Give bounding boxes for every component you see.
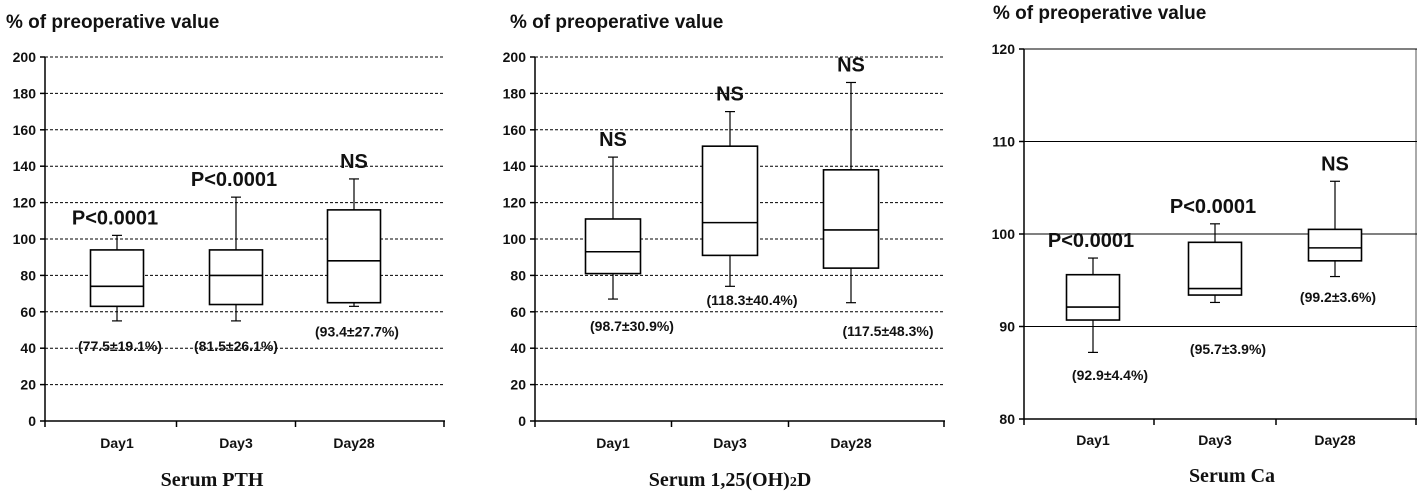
- significance-label: NS: [599, 129, 627, 151]
- y-tick-label: 0: [518, 413, 526, 429]
- significance-label: NS: [716, 84, 744, 106]
- y-tick-label: 100: [13, 231, 37, 247]
- box-day1: [584, 156, 642, 300]
- box-iqr: [1065, 273, 1121, 321]
- y-tick-label: 180: [13, 85, 37, 101]
- y-tick-label: 60: [510, 304, 526, 320]
- y-tick-label: 120: [503, 195, 527, 211]
- y-axis-label: % of preoperative value: [510, 12, 723, 33]
- x-tick-label: Day28: [830, 435, 871, 451]
- panel-2: % of preoperative value 0 20 40 60 80 100 120 14…: [503, 12, 945, 491]
- x-tick-label: Day3: [713, 435, 747, 451]
- mean-sd-label: (93.4±27.7%): [315, 323, 399, 339]
- y-tick-label: 120: [13, 195, 37, 211]
- box-iqr: [584, 218, 642, 275]
- box-day1: [89, 234, 145, 322]
- significance-label: P<0.0001: [1048, 230, 1134, 252]
- mean-sd-label: (95.7±3.9%): [1190, 341, 1266, 357]
- box-day3: [701, 110, 759, 287]
- mean-sd-label: (118.3±40.4%): [707, 292, 798, 308]
- y-tick-label: 40: [510, 340, 526, 356]
- mean-sd-label: (92.9±4.4%): [1072, 367, 1148, 383]
- y-tick-label: 0: [28, 413, 36, 429]
- y-tick-label: 100: [503, 231, 527, 247]
- significance-label: NS: [1321, 153, 1349, 175]
- mean-sd-label: (117.5±48.3%): [843, 323, 934, 339]
- box-day28: [326, 178, 382, 307]
- x-tick-label: Day28: [333, 435, 374, 451]
- y-tick-label: 80: [999, 411, 1015, 427]
- panel-title-main: Serum 1,25(OH): [649, 469, 790, 491]
- y-tick-label: 40: [20, 340, 36, 356]
- panel-3: % of preoperative value 80 90 100 110 120 Day1…: [992, 3, 1417, 487]
- y-tick-label: 80: [510, 267, 526, 283]
- x-tick-label: Day1: [596, 435, 630, 451]
- panel-1: % of preoperative value 0 20 40 60 80 100 120 14…: [6, 12, 445, 491]
- y-tick-label: 110: [992, 134, 1015, 150]
- x-tick-label: Day1: [1076, 432, 1110, 448]
- box-day3: [208, 196, 264, 322]
- y-tick-label: 60: [20, 304, 36, 320]
- box-iqr: [326, 209, 382, 304]
- y-tick-label: 20: [510, 377, 526, 393]
- y-tick-label: 20: [20, 377, 36, 393]
- mean-sd-label: (98.7±30.9%): [590, 318, 674, 334]
- box-iqr: [701, 145, 759, 257]
- box-iqr: [1307, 228, 1363, 262]
- y-axis-label: % of preoperative value: [6, 12, 219, 33]
- panel-title: Serum Ca: [1189, 465, 1275, 487]
- x-tick-label: Day28: [1314, 432, 1355, 448]
- box-iqr: [89, 249, 145, 308]
- mean-sd-label: (81.5±26.1%): [194, 338, 278, 354]
- mean-sd-label: (77.5±19.1%): [78, 338, 162, 354]
- y-tick-label: 140: [503, 158, 527, 174]
- box-iqr: [208, 249, 264, 306]
- significance-label: P<0.0001: [191, 169, 277, 191]
- y-tick-label: 160: [13, 122, 37, 138]
- box-iqr: [1187, 241, 1243, 296]
- y-tick-label: 200: [13, 49, 37, 65]
- box-day1: [1065, 257, 1121, 353]
- y-tick-label: 80: [20, 267, 36, 283]
- y-tick-label: 90: [999, 319, 1015, 335]
- y-tick-label: 140: [13, 158, 37, 174]
- significance-label: NS: [340, 151, 368, 173]
- x-tick-label: Day3: [1198, 432, 1232, 448]
- box-iqr: [822, 169, 880, 269]
- mean-sd-label: (99.2±3.6%): [1300, 289, 1376, 305]
- y-tick-label: 200: [503, 49, 527, 65]
- panel-title: Serum PTH: [161, 469, 264, 491]
- significance-label: P<0.0001: [72, 207, 158, 229]
- panel-title-subscript: 2: [790, 475, 797, 490]
- x-tick-label: Day3: [219, 435, 253, 451]
- significance-label: P<0.0001: [1170, 196, 1256, 218]
- panel-title: Serum 1,25(OH)2D: [649, 469, 812, 491]
- panel-title-end: D: [797, 469, 811, 491]
- box-day3: [1187, 223, 1243, 304]
- y-axis-label: % of preoperative value: [993, 3, 1206, 24]
- y-tick-label: 120: [992, 41, 1016, 57]
- significance-label: NS: [837, 54, 865, 76]
- y-tick-label: 180: [503, 85, 527, 101]
- y-tick-label: 160: [503, 122, 527, 138]
- y-tick-label: 100: [992, 226, 1016, 242]
- box-day28: [822, 81, 880, 304]
- x-tick-label: Day1: [100, 435, 134, 451]
- box-day28: [1307, 180, 1363, 278]
